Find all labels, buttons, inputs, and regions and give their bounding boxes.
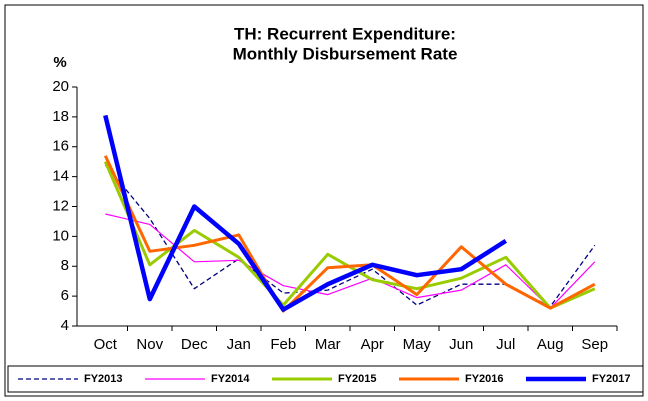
y-tick-label: 8	[61, 257, 69, 274]
legend-label: FY2017	[592, 373, 631, 385]
y-tick-label: 20	[52, 78, 69, 95]
y-tick-label: 16	[52, 138, 69, 155]
y-tick-label: 12	[52, 197, 69, 214]
y-tick-label: 10	[52, 227, 69, 244]
x-tick-label: Dec	[181, 336, 208, 353]
y-tick-label: 18	[52, 108, 69, 125]
x-tick-label: Nov	[136, 336, 163, 353]
x-tick-label: Oct	[94, 336, 118, 353]
x-tick-label: Mar	[315, 336, 341, 353]
chart-title: TH: Recurrent Expenditure:	[234, 24, 456, 43]
x-tick-label: Sep	[581, 336, 608, 353]
data-line	[103, 114, 508, 312]
chart-frame	[4, 4, 644, 397]
y-tick-label: 6	[61, 287, 69, 304]
y-axis-label: %	[53, 54, 66, 71]
legend-label: FY2014	[211, 373, 250, 385]
x-tick-label: Feb	[270, 336, 296, 353]
data-line	[103, 155, 596, 313]
x-tick-label: Apr	[361, 336, 384, 353]
legend-label: FY2013	[84, 373, 123, 385]
legend-label: FY2015	[338, 373, 377, 385]
legend-label: FY2016	[465, 373, 504, 385]
x-tick-label: Aug	[537, 336, 564, 353]
x-tick-label: Jan	[227, 336, 251, 353]
x-tick-label: May	[403, 336, 432, 353]
data-line	[105, 213, 596, 309]
chart-title: Monthly Disbursement Rate	[233, 44, 458, 63]
x-tick-label: Jun	[449, 336, 473, 353]
y-tick-label: 14	[52, 168, 69, 185]
x-tick-label: Jul	[496, 336, 515, 353]
y-tick-label: 4	[61, 317, 69, 334]
